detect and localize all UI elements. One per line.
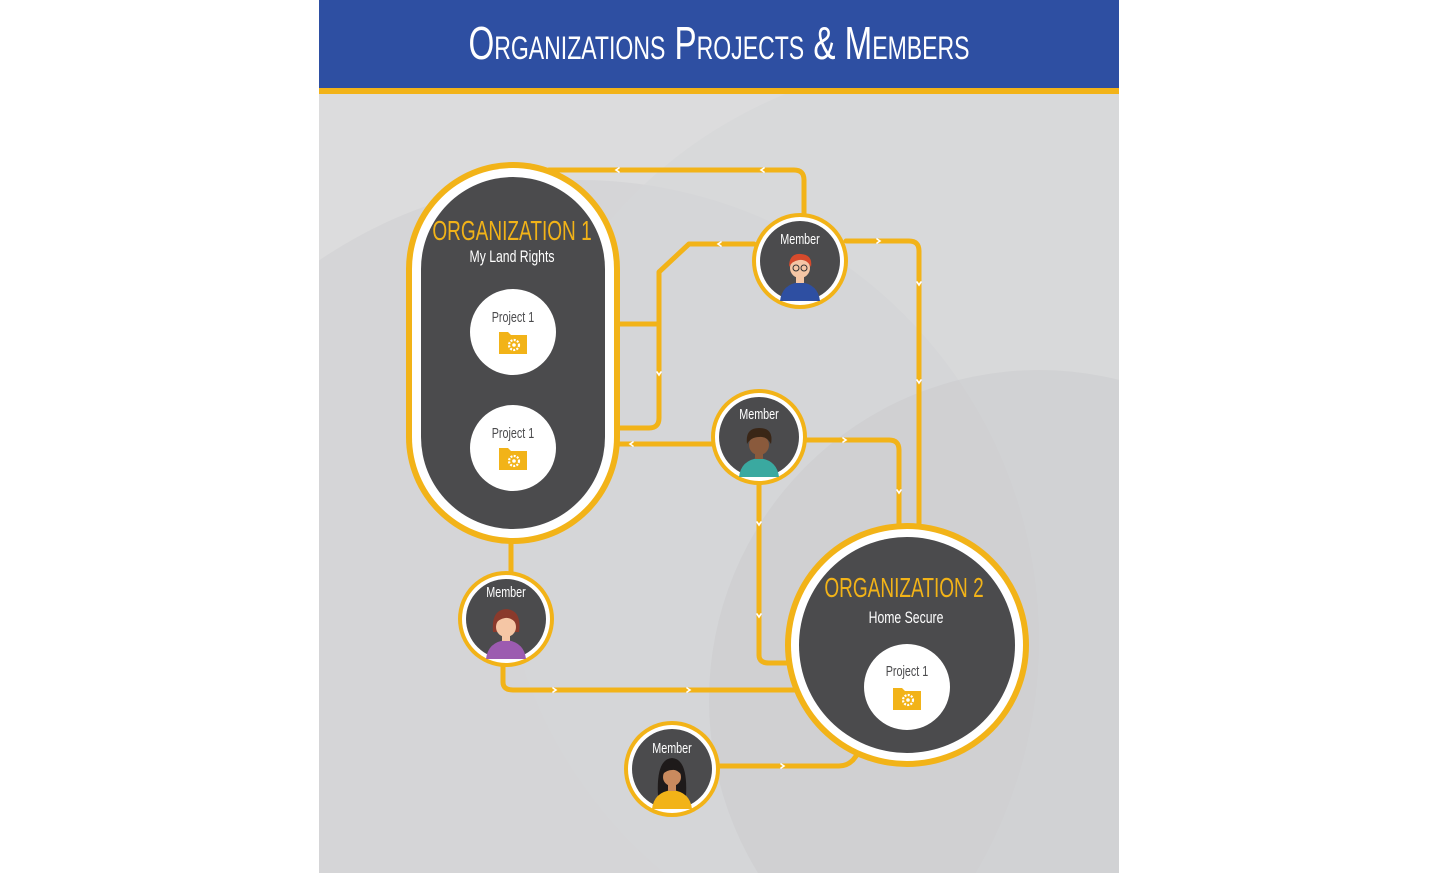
connector-member4-project3	[715, 729, 878, 769]
org1-subtitle: My Land Rights	[470, 248, 555, 266]
curly-hair-avatar-icon	[739, 428, 779, 477]
gear-folder-icon	[499, 448, 527, 470]
project-node-2[interactable]: Project 1	[470, 405, 556, 491]
connector-member3-project3	[500, 661, 870, 693]
connector-member1-org2	[843, 238, 922, 529]
project-label: Project 1	[886, 662, 929, 679]
gear-folder-icon	[893, 688, 921, 710]
member-node-4[interactable]: Member	[624, 721, 720, 817]
diagram-panel: ORGANIZATION 1 My Land Rights ORGANIZATI…	[319, 0, 1119, 873]
header-banner	[319, 0, 1119, 88]
member-node-2[interactable]: Member	[711, 389, 807, 485]
member-label: Member	[486, 583, 526, 600]
page-title: Organizations Projects & Members	[468, 17, 970, 69]
red-hair-glasses-avatar-icon	[780, 253, 820, 301]
long-black-hair-woman-avatar-icon	[652, 758, 692, 809]
org-diagram: ORGANIZATION 1 My Land Rights ORGANIZATI…	[319, 60, 1119, 873]
header-accent-stripe	[319, 88, 1119, 94]
member-node-1[interactable]: Member	[752, 213, 848, 309]
member-label: Member	[739, 405, 779, 422]
project-label: Project 1	[492, 308, 535, 325]
org2-name: ORGANIZATION 2	[824, 572, 983, 604]
project-label: Project 1	[492, 424, 535, 441]
member-label: Member	[652, 739, 692, 756]
project-node-3[interactable]: Project 1	[864, 644, 950, 730]
org1-name: ORGANIZATION 1	[432, 215, 591, 247]
brown-hair-woman-avatar-icon	[486, 609, 526, 659]
connector-project1-project2	[551, 321, 662, 431]
project-node-1[interactable]: Project 1	[470, 289, 556, 375]
org2-subtitle: Home Secure	[869, 609, 944, 627]
connector-member1-project1	[551, 241, 757, 327]
connector-org1-member1	[546, 167, 807, 219]
connector-member2-project3	[756, 481, 870, 666]
connector-member2-org2	[801, 437, 902, 529]
member-node-3[interactable]: Member	[458, 571, 554, 667]
member-label: Member	[780, 230, 820, 247]
gear-folder-icon	[499, 332, 527, 354]
